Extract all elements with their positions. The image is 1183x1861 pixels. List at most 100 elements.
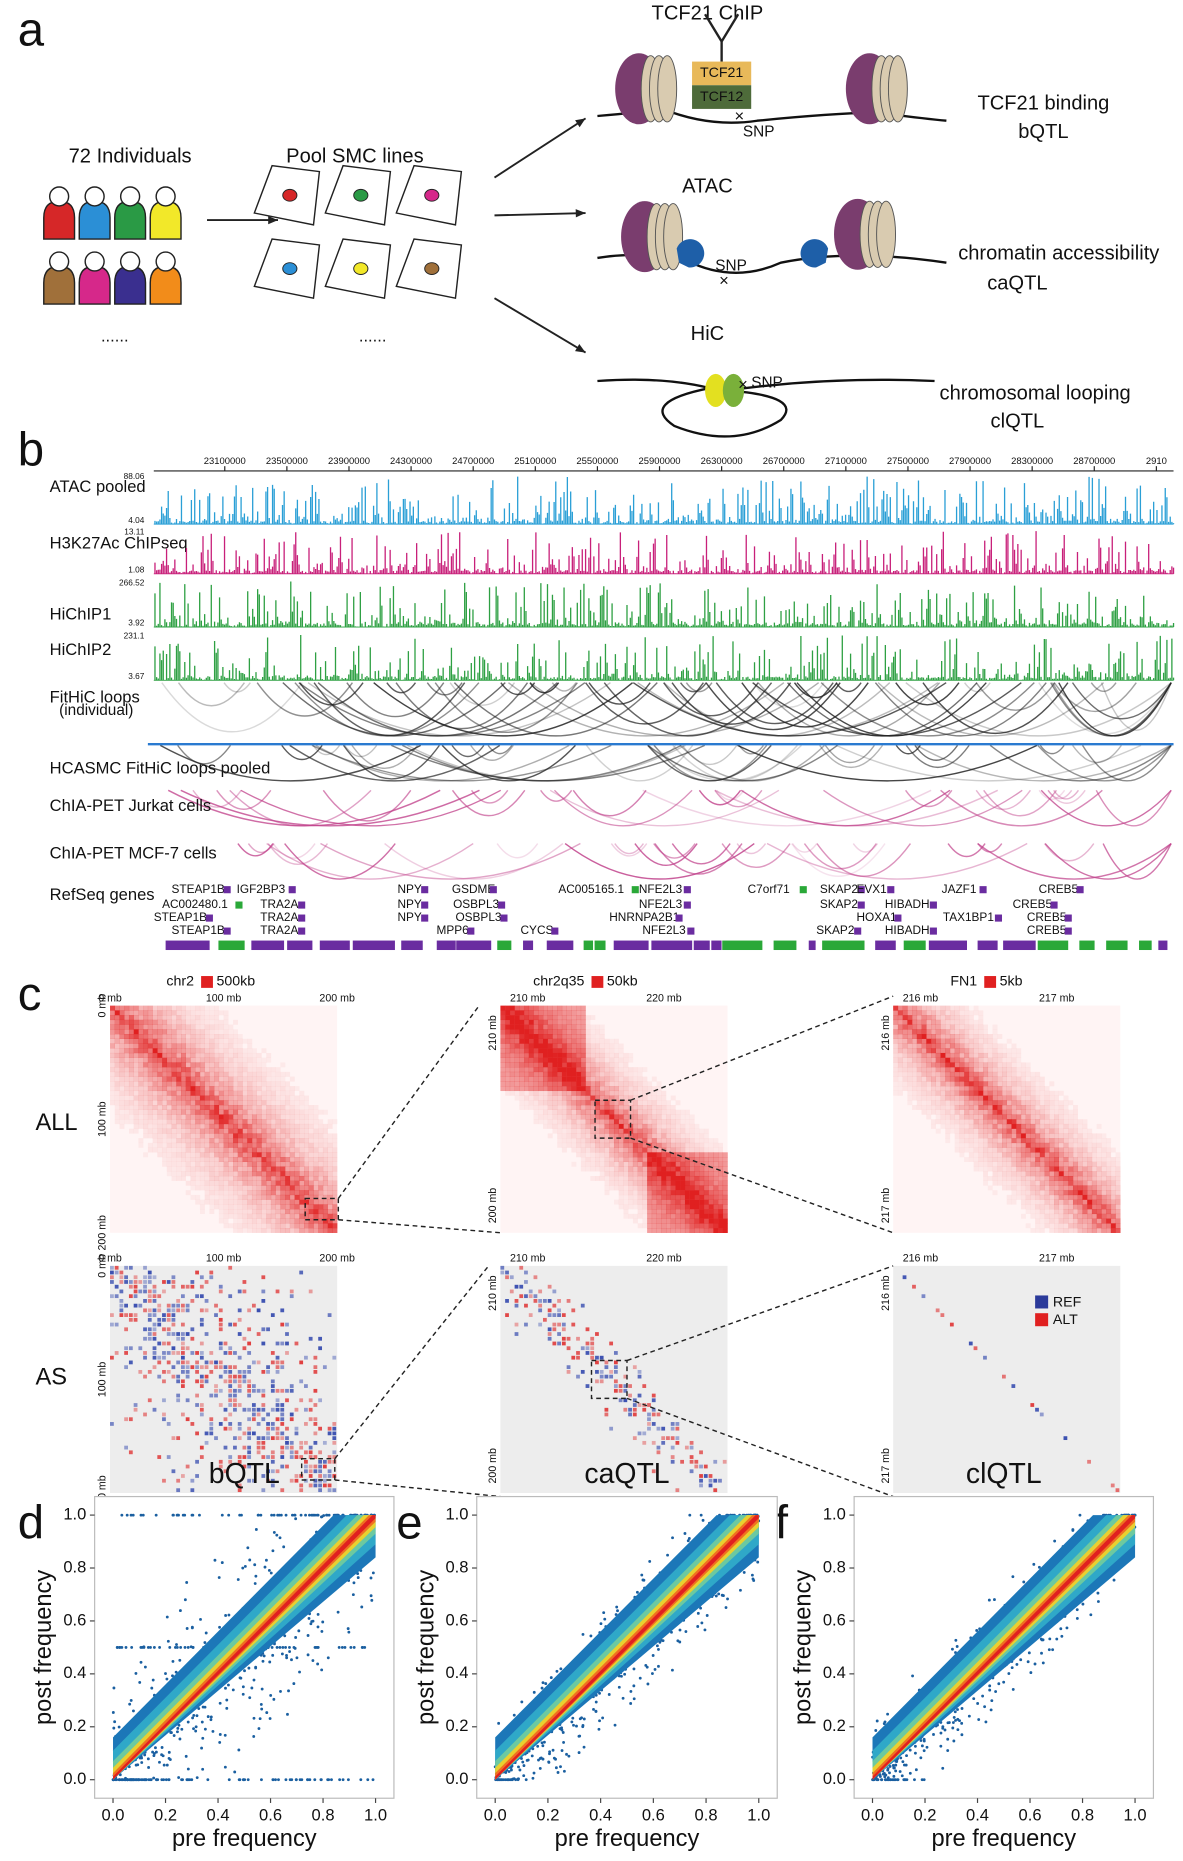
heatmap-cell	[968, 1048, 974, 1054]
heatmap-cell	[670, 1095, 676, 1101]
heatmap-cell	[561, 1038, 567, 1044]
heatmap-cell	[637, 1142, 643, 1148]
heatmap-cell	[538, 1024, 544, 1030]
heatmap-cell	[931, 1029, 936, 1035]
heatmap-cell	[223, 1194, 229, 1200]
heatmap-cell	[926, 1062, 932, 1068]
heatmap-cell	[666, 1180, 671, 1186]
heatmap-cell	[921, 1086, 927, 1092]
heatmap-cell	[162, 1057, 168, 1063]
person-head	[48, 186, 70, 207]
heatmap-cell	[703, 1128, 709, 1134]
heatmap-cell	[931, 1015, 936, 1021]
heatmap-cell	[195, 1095, 201, 1101]
heatmap-cell	[332, 1204, 338, 1210]
heatmap-cell	[152, 1057, 158, 1063]
heatmap-cell	[661, 1157, 667, 1163]
heatmap-cell	[902, 1057, 908, 1063]
heatmap-cell	[214, 1114, 220, 1120]
heatmap-cell	[199, 1019, 205, 1025]
heatmap-cell	[604, 1185, 610, 1191]
heatmap-cell	[171, 1436, 176, 1441]
heatmap-cell	[618, 1180, 624, 1186]
heatmap-cell	[1025, 1194, 1031, 1200]
heatmap-cell	[195, 1474, 199, 1478]
heatmap-cell	[166, 1119, 172, 1125]
heatmap-cell	[552, 1019, 558, 1025]
heatmap-cell	[1002, 1119, 1007, 1125]
heatmap-cell	[912, 1024, 918, 1030]
heatmap-cell	[954, 1128, 960, 1134]
heatmap-cell	[940, 1109, 946, 1115]
heatmap-cell	[313, 1422, 318, 1426]
heatmap-cell	[968, 1128, 974, 1134]
heatmap-cell	[557, 1086, 563, 1092]
heatmap-cell	[214, 1057, 220, 1063]
heatmap-cell	[157, 1142, 163, 1148]
heatmap-cell	[128, 1128, 134, 1134]
heatmap-cell	[119, 1010, 125, 1016]
loop-arc	[752, 682, 1022, 737]
heatmap-cell	[266, 1095, 272, 1101]
heatmap-cell	[1016, 1071, 1022, 1077]
heatmap-cell	[684, 1204, 690, 1210]
heatmap-cell	[157, 1294, 162, 1299]
heatmap-cell	[666, 1436, 670, 1441]
heatmap-cell	[628, 1407, 632, 1412]
heatmap-cell	[722, 1157, 728, 1163]
person-body	[114, 200, 147, 240]
heatmap-cell	[992, 1152, 998, 1158]
heatmap-cell	[637, 1123, 643, 1129]
heatmap-cell	[893, 1071, 899, 1077]
heatmap-cell	[157, 1374, 162, 1379]
heatmap-cell	[684, 1138, 690, 1144]
heatmap-cell	[233, 1133, 239, 1139]
heatmap-cell	[964, 1029, 970, 1035]
loop-arc	[672, 744, 798, 782]
coord-label: 28700000	[1073, 456, 1115, 467]
heatmap-cell	[921, 1015, 927, 1021]
heatmap-cell	[670, 1166, 676, 1172]
heatmap-cell	[199, 1161, 205, 1167]
heatmap-cell	[233, 1445, 237, 1450]
heatmap-cell	[585, 1351, 590, 1355]
heatmap-cell	[604, 1043, 610, 1049]
heatmap-cell	[945, 1057, 951, 1063]
heatmap-cell	[180, 1142, 186, 1148]
heatmap-cell	[661, 1090, 667, 1096]
heatmap-cell	[580, 1019, 586, 1025]
gene-label: AC005165.1	[558, 882, 624, 896]
heatmap-cell	[973, 1109, 979, 1115]
heatmap-cell	[542, 1005, 548, 1011]
heatmap-cell	[670, 1213, 676, 1219]
heatmap-cell	[585, 1166, 591, 1172]
heatmap-cell	[195, 1052, 201, 1058]
heatmap-cell	[308, 1199, 314, 1205]
heatmap-cell	[580, 1369, 585, 1374]
heatmap-cell	[1020, 1104, 1026, 1110]
heatmap-cell	[110, 1048, 115, 1054]
heatmap-cell	[670, 1161, 676, 1167]
heatmap-cell	[233, 1398, 237, 1403]
heatmap-cell	[670, 1180, 676, 1186]
heatmap-cell	[289, 1478, 294, 1483]
heatmap-cell	[237, 1161, 243, 1167]
heatmap-cell	[647, 1081, 653, 1087]
heatmap-cell	[973, 1086, 979, 1092]
heatmap-cell	[566, 1104, 572, 1110]
heatmap-cell	[1025, 1104, 1031, 1110]
heatmap-cell	[968, 1034, 974, 1039]
heatmap-cell	[285, 1104, 291, 1110]
gene-label: OSBPL3	[453, 897, 499, 911]
heatmap-cell	[557, 1095, 563, 1101]
heatmap-cell	[318, 1488, 323, 1493]
heatmap-cell	[524, 1010, 530, 1016]
heatmap-cell	[623, 1374, 628, 1379]
coord-label: 26700000	[763, 456, 805, 467]
heatmap-cell	[327, 1123, 333, 1129]
heatmap-cell	[893, 1038, 899, 1044]
gene-body	[489, 886, 497, 894]
track-sublabel: (individual)	[59, 702, 133, 719]
heatmap-cell	[983, 1114, 989, 1120]
heatmap-cell	[133, 1109, 139, 1115]
